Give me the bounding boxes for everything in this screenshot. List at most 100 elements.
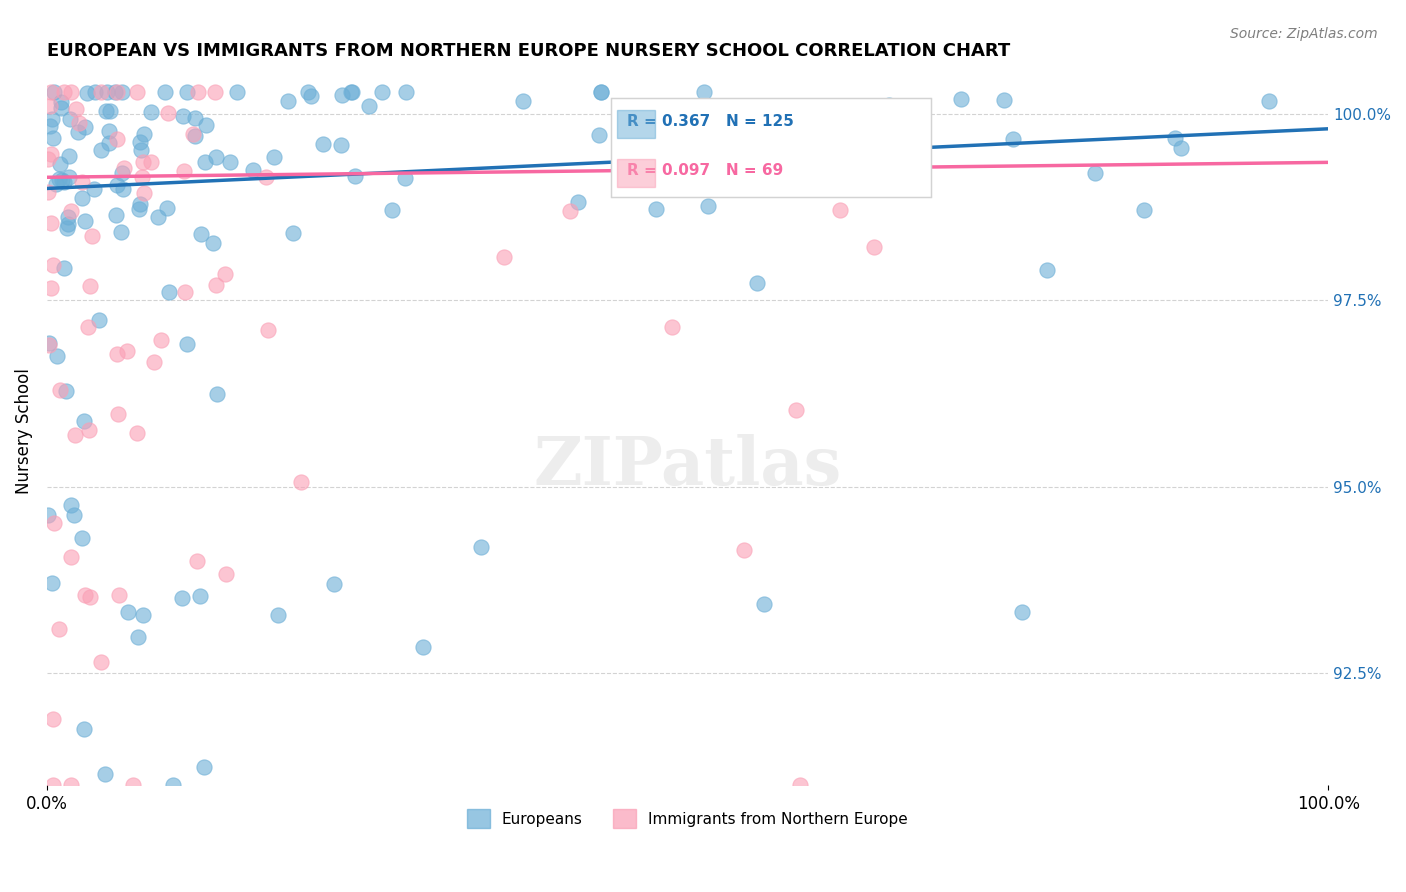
Point bbox=[107, 408, 129, 422]
Point bbox=[567, 194, 589, 209]
Point bbox=[104, 208, 127, 222]
Point bbox=[39, 85, 62, 99]
Point bbox=[727, 164, 749, 178]
Point bbox=[49, 102, 72, 116]
Point bbox=[125, 85, 148, 99]
Point bbox=[558, 204, 581, 219]
Point bbox=[381, 202, 404, 217]
Point bbox=[42, 712, 65, 726]
Point bbox=[79, 590, 101, 604]
Point bbox=[55, 384, 77, 398]
Point bbox=[60, 778, 83, 792]
Point bbox=[42, 778, 65, 792]
Point bbox=[193, 760, 215, 774]
Point bbox=[129, 143, 152, 157]
Point bbox=[752, 597, 775, 611]
Point bbox=[38, 336, 60, 351]
Point bbox=[46, 349, 69, 363]
Point bbox=[693, 85, 716, 99]
Point bbox=[201, 235, 224, 250]
Point bbox=[41, 216, 63, 230]
Point bbox=[312, 136, 335, 151]
Point bbox=[53, 85, 76, 99]
Point bbox=[90, 656, 112, 670]
Point bbox=[186, 554, 208, 568]
Point bbox=[72, 191, 94, 205]
Legend: Europeans, Immigrants from Northern Europe: Europeans, Immigrants from Northern Euro… bbox=[461, 804, 914, 834]
Point bbox=[127, 630, 149, 644]
Point bbox=[87, 313, 110, 327]
Point bbox=[112, 182, 135, 196]
Point bbox=[59, 550, 82, 565]
Point bbox=[512, 94, 534, 108]
Point bbox=[132, 155, 155, 169]
Point bbox=[39, 119, 62, 133]
Point bbox=[357, 99, 380, 113]
Point bbox=[193, 155, 215, 169]
Point bbox=[225, 85, 247, 99]
Point bbox=[1084, 166, 1107, 180]
Point bbox=[41, 112, 63, 126]
Point bbox=[149, 333, 172, 347]
Point bbox=[696, 199, 718, 213]
Point bbox=[98, 136, 121, 151]
Point bbox=[131, 169, 153, 184]
Point bbox=[39, 147, 62, 161]
Point bbox=[412, 640, 434, 654]
Point bbox=[117, 344, 139, 359]
Point bbox=[58, 149, 80, 163]
Point bbox=[37, 508, 59, 522]
Point bbox=[105, 132, 128, 146]
Point bbox=[132, 128, 155, 142]
Point bbox=[205, 278, 228, 293]
Point bbox=[63, 428, 86, 442]
Point bbox=[139, 155, 162, 169]
Point bbox=[41, 576, 63, 591]
Point bbox=[70, 531, 93, 545]
Point bbox=[290, 475, 312, 489]
Point bbox=[141, 105, 163, 120]
Point bbox=[330, 88, 353, 103]
Point bbox=[37, 185, 59, 199]
Point bbox=[66, 125, 89, 139]
Point bbox=[60, 499, 83, 513]
Point bbox=[80, 229, 103, 244]
Point bbox=[789, 778, 811, 792]
Point bbox=[53, 175, 76, 189]
Point bbox=[49, 383, 72, 397]
Point bbox=[83, 182, 105, 196]
Point bbox=[297, 85, 319, 99]
Point bbox=[257, 324, 280, 338]
Point bbox=[41, 281, 63, 295]
Point bbox=[90, 143, 112, 157]
Point bbox=[330, 137, 353, 152]
Point bbox=[75, 120, 97, 134]
Point bbox=[184, 129, 207, 144]
Point bbox=[370, 85, 392, 99]
Point bbox=[785, 402, 807, 417]
Point bbox=[195, 118, 218, 132]
Point bbox=[48, 172, 70, 186]
Point bbox=[51, 173, 73, 187]
Point bbox=[242, 163, 264, 178]
Point bbox=[59, 204, 82, 219]
Point bbox=[340, 85, 363, 99]
Point bbox=[104, 85, 127, 99]
Point bbox=[121, 778, 143, 792]
Point bbox=[105, 178, 128, 193]
Point bbox=[105, 347, 128, 361]
Text: Source: ZipAtlas.com: Source: ZipAtlas.com bbox=[1230, 27, 1378, 41]
Point bbox=[75, 588, 97, 602]
Point bbox=[148, 210, 170, 224]
Point bbox=[59, 85, 82, 99]
Text: ZIPatlas: ZIPatlas bbox=[533, 434, 842, 499]
Point bbox=[38, 338, 60, 352]
Point bbox=[174, 285, 197, 299]
Point bbox=[219, 155, 242, 169]
Point bbox=[38, 99, 60, 113]
Point bbox=[395, 85, 418, 99]
Point bbox=[877, 97, 900, 112]
Point bbox=[645, 202, 668, 216]
Point bbox=[70, 175, 93, 189]
Point bbox=[96, 85, 118, 99]
